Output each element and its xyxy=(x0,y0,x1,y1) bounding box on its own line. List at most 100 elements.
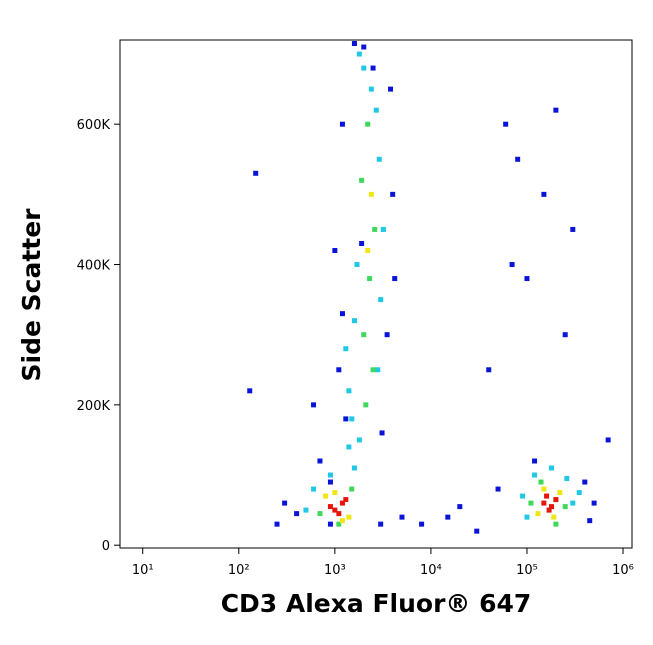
point xyxy=(515,156,521,162)
point xyxy=(528,500,534,506)
point xyxy=(327,504,333,510)
point xyxy=(570,226,576,232)
point xyxy=(546,507,552,513)
point xyxy=(317,458,323,464)
point xyxy=(351,318,357,324)
point xyxy=(294,511,300,517)
point xyxy=(343,346,349,352)
point xyxy=(532,458,538,464)
point xyxy=(339,500,345,506)
plot-frame xyxy=(119,39,633,549)
point xyxy=(336,367,342,373)
point xyxy=(361,332,367,338)
x-tick-label: 10¹ xyxy=(132,563,154,578)
point xyxy=(368,191,374,197)
point xyxy=(564,476,570,482)
point xyxy=(332,490,338,496)
point xyxy=(388,86,394,92)
point xyxy=(367,276,373,282)
point xyxy=(339,121,345,127)
point xyxy=(282,500,288,506)
point xyxy=(327,472,333,478)
point xyxy=(495,486,501,492)
point xyxy=(365,247,371,253)
point xyxy=(247,388,253,394)
point xyxy=(486,367,492,373)
point xyxy=(544,493,550,499)
point xyxy=(336,511,342,517)
point xyxy=(311,402,317,408)
point xyxy=(356,51,362,57)
point xyxy=(503,121,509,127)
point xyxy=(562,332,568,338)
point xyxy=(361,65,367,71)
point xyxy=(311,486,317,492)
point xyxy=(541,500,547,506)
point xyxy=(375,367,381,373)
point xyxy=(384,332,390,338)
point xyxy=(390,191,396,197)
point xyxy=(354,262,360,268)
y-tick-label: 600K xyxy=(77,118,111,133)
point xyxy=(520,493,526,499)
x-tick-label: 10⁴ xyxy=(420,563,442,578)
y-tick-label: 200K xyxy=(77,399,111,414)
point xyxy=(351,41,357,47)
point xyxy=(541,191,547,197)
point xyxy=(356,437,362,443)
point xyxy=(582,479,588,485)
point xyxy=(332,247,338,253)
point xyxy=(532,472,538,478)
point xyxy=(576,490,582,496)
point xyxy=(524,514,530,520)
point xyxy=(378,297,384,303)
point xyxy=(587,518,593,524)
point xyxy=(343,416,349,422)
point xyxy=(509,262,515,268)
y-tick-label: 400K xyxy=(77,259,111,274)
point xyxy=(274,521,280,527)
point xyxy=(359,177,365,183)
point xyxy=(370,65,376,71)
point xyxy=(303,507,309,513)
point xyxy=(373,107,379,113)
point xyxy=(562,504,568,510)
point xyxy=(591,500,597,506)
point xyxy=(349,416,355,422)
point xyxy=(346,444,352,450)
point xyxy=(548,504,554,510)
point xyxy=(339,311,345,317)
point xyxy=(551,514,557,520)
point xyxy=(392,276,398,282)
point xyxy=(535,511,541,517)
point xyxy=(346,514,352,520)
point xyxy=(538,479,544,485)
point xyxy=(343,497,349,503)
point xyxy=(323,493,329,499)
point xyxy=(359,240,365,246)
point xyxy=(376,156,382,162)
point xyxy=(317,511,323,517)
point xyxy=(253,170,259,176)
point xyxy=(553,497,559,503)
x-tick-label: 10³ xyxy=(324,563,346,578)
x-tick-label: 10⁵ xyxy=(516,563,538,578)
point xyxy=(363,402,369,408)
point xyxy=(457,504,463,510)
point xyxy=(346,388,352,394)
point xyxy=(553,107,559,113)
point xyxy=(368,86,374,92)
point xyxy=(445,514,451,520)
point xyxy=(570,500,576,506)
point xyxy=(370,367,376,373)
point xyxy=(553,521,559,527)
point xyxy=(351,465,357,471)
point xyxy=(379,430,385,436)
point xyxy=(339,518,345,524)
point xyxy=(541,486,547,492)
point xyxy=(557,490,563,496)
point xyxy=(372,226,378,232)
x-tick-label: 10² xyxy=(228,563,250,578)
point xyxy=(605,437,611,443)
